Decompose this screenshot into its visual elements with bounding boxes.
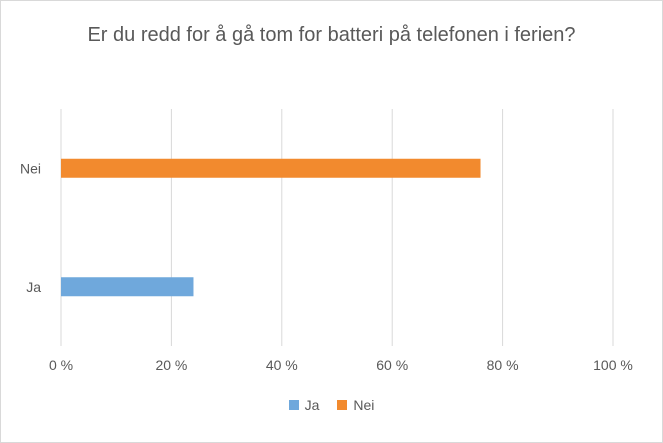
- y-category-label: Nei: [20, 160, 41, 176]
- y-category-label: Ja: [26, 279, 41, 295]
- x-tick-label: 100 %: [593, 357, 633, 373]
- chart-legend: Ja Nei: [1, 397, 662, 413]
- legend-swatch-nei: [337, 400, 348, 410]
- x-tick-label: 20 %: [155, 357, 187, 373]
- legend-label-nei: Nei: [353, 397, 375, 413]
- legend-item-ja: Ja: [288, 397, 320, 413]
- bar-nei: [61, 158, 481, 178]
- legend-label-ja: Ja: [304, 397, 320, 413]
- x-tick-label: 40 %: [266, 357, 298, 373]
- x-tick-label: 60 %: [376, 357, 408, 373]
- x-tick-label: 80 %: [487, 357, 519, 373]
- chart-title: Er du redd for å gå tom for batteri på t…: [87, 24, 576, 46]
- legend-item-nei: Nei: [337, 397, 374, 413]
- legend-swatch-ja: [288, 400, 299, 410]
- bar-ja: [61, 277, 194, 297]
- x-tick-label: 0 %: [49, 357, 73, 373]
